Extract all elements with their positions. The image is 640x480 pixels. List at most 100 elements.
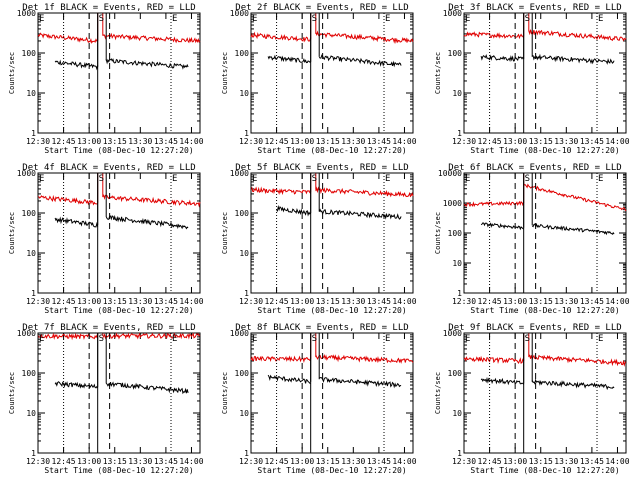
x-tick-label: 14:00	[179, 457, 203, 466]
y-tick-label: 1000	[443, 329, 462, 338]
x-tick-label: 13:30	[341, 297, 365, 306]
y-tick-label: 1	[457, 289, 462, 298]
plot-frame	[37, 332, 201, 454]
time-marker-label: E	[172, 14, 177, 24]
y-tick-label: 1	[457, 129, 462, 138]
x-tick-label: 14:00	[179, 297, 203, 306]
series-2-segment-2	[105, 381, 189, 395]
y-axis-label: Counts/sec	[434, 52, 442, 94]
time-marker-label: E	[385, 334, 390, 344]
chart-panel-4: Det 4f BLACK = Events, RED = LLD 1 10 100 10…	[8, 163, 204, 315]
x-tick-label: 14:00	[605, 457, 629, 466]
x-tick-label: 13:00	[290, 137, 314, 146]
y-tick-label: 100	[448, 369, 463, 378]
chart-title: Det 5f BLACK = Events, RED = LLD	[235, 163, 408, 173]
x-axis-label: Start Time (08-Dec-10 12:27:20)	[44, 466, 193, 475]
x-tick-label: 13:15	[103, 137, 127, 146]
chart-panel-7: Det 7f BLACK = Events, RED = LLD 1 10 100 10…	[8, 323, 204, 475]
x-tick-label: 12:30	[452, 297, 476, 306]
time-marker-label: E	[252, 174, 257, 184]
time-marker-label: E	[598, 14, 603, 24]
y-tick-label: 10	[452, 89, 462, 98]
y-tick-label: 10000	[438, 169, 462, 178]
series-1-segment-2	[315, 186, 414, 198]
series-1-segment-2	[315, 354, 414, 364]
x-axis-label: Start Time (08-Dec-10 12:27:20)	[470, 466, 619, 475]
series-1-segment-1	[463, 355, 525, 365]
x-tick-label: 13:15	[103, 457, 127, 466]
x-tick-label: 13:45	[154, 137, 178, 146]
plot-frame	[37, 12, 201, 134]
series-1-segment-1	[463, 31, 525, 40]
x-tick-label: 14:00	[392, 457, 416, 466]
plot-frame	[463, 332, 627, 454]
x-axis-label: Start Time (08-Dec-10 12:27:20)	[44, 306, 193, 315]
x-tick-label: 12:45	[52, 457, 76, 466]
x-tick-label: 12:45	[478, 457, 502, 466]
series-2-segment-1	[54, 216, 99, 228]
x-tick-label: 12:30	[26, 457, 50, 466]
series-1-segment-1	[250, 31, 312, 43]
series-2-segment-1	[480, 53, 525, 63]
time-marker-label: S	[312, 174, 317, 184]
x-tick-label: 13:30	[554, 457, 578, 466]
series-1-segment-1	[250, 355, 311, 363]
chart-panel-5: Det 5f BLACK = Events, RED = LLD 1 10 100 10…	[221, 163, 417, 315]
x-tick-label: 13:45	[580, 457, 604, 466]
time-marker-label: S	[525, 14, 530, 24]
series-1-segment-1	[37, 194, 98, 206]
x-tick-label: 14:00	[179, 137, 203, 146]
series-2-segment-2	[531, 222, 615, 236]
series-2-segment-2	[318, 54, 402, 68]
x-tick-label: 13:15	[316, 457, 340, 466]
series-1-segment-1	[37, 332, 99, 341]
x-tick-label: 13:00	[77, 137, 101, 146]
plot-frame	[37, 172, 201, 294]
series-2-segment-2	[319, 376, 402, 389]
x-tick-label: 13:30	[128, 297, 152, 306]
x-tick-label: 13:15	[316, 297, 340, 306]
y-axis-label: Counts/sec	[434, 212, 442, 254]
series-1-segment-2	[102, 32, 201, 44]
x-tick-label: 12:45	[265, 137, 289, 146]
series-1-segment-2	[528, 354, 627, 367]
time-marker-label: S	[525, 174, 530, 184]
series-1-segment-2	[528, 29, 627, 42]
series-1-segment-1	[37, 32, 98, 44]
series-2-segment-1	[267, 54, 311, 64]
y-tick-label: 1	[457, 449, 462, 458]
y-axis-label: Counts/sec	[434, 372, 442, 414]
time-marker-label: E	[39, 334, 44, 344]
y-tick-label: 1	[31, 129, 36, 138]
x-tick-label: 13:15	[529, 297, 553, 306]
series-1-segment-2	[315, 30, 414, 44]
x-tick-label: 14:00	[605, 137, 629, 146]
x-tick-label: 12:45	[52, 297, 76, 306]
chart-panel-3: Det 3f BLACK = Events, RED = LLD 1 10 100 10…	[434, 3, 630, 155]
x-tick-label: 12:30	[239, 297, 263, 306]
chart-title: Det 1f BLACK = Events, RED = LLD	[22, 3, 195, 13]
chart-panel-6: Det 6f BLACK = Events, RED = LLD 1 10 100 10…	[434, 163, 630, 315]
y-tick-label: 10	[452, 259, 462, 268]
time-marker-label: E	[465, 334, 470, 344]
y-tick-label: 100	[235, 209, 250, 218]
x-tick-label: 13:30	[554, 137, 578, 146]
x-tick-label: 13:30	[341, 457, 365, 466]
time-marker-label: E	[39, 174, 44, 184]
time-marker-label: E	[598, 174, 603, 184]
y-tick-label: 1000	[17, 9, 36, 18]
x-tick-label: 13:00	[77, 457, 101, 466]
x-axis-label: Start Time (08-Dec-10 12:27:20)	[44, 146, 193, 155]
y-tick-label: 100	[22, 209, 37, 218]
chart-panel-2: Det 2f BLACK = Events, RED = LLD 1 10 100 10…	[221, 3, 417, 155]
y-tick-label: 10	[26, 249, 36, 258]
time-marker-label: E	[172, 334, 177, 344]
y-tick-label: 1	[244, 289, 249, 298]
time-marker-label: E	[385, 174, 390, 184]
series-2-segment-2	[531, 378, 615, 391]
time-marker-label: E	[252, 14, 257, 24]
chart-title: Det 7f BLACK = Events, RED = LLD	[22, 323, 195, 333]
chart-title: Det 9f BLACK = Events, RED = LLD	[448, 323, 621, 333]
y-axis-label: Counts/sec	[221, 52, 229, 94]
